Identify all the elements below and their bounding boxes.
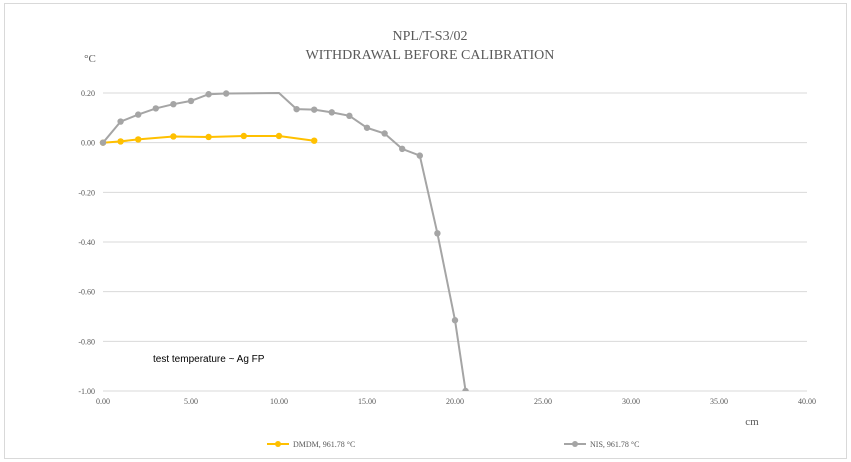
data-point xyxy=(135,111,142,118)
y-tick-label: 0.00 xyxy=(81,139,95,148)
x-tick-label: 30.00 xyxy=(622,397,640,406)
data-point xyxy=(170,133,177,140)
data-point xyxy=(328,109,335,116)
data-point xyxy=(152,105,159,112)
series-nis xyxy=(99,90,469,391)
data-point xyxy=(346,112,353,120)
data-point xyxy=(205,91,212,98)
x-tick-label: 35.00 xyxy=(710,397,728,406)
data-point xyxy=(462,387,469,391)
annotation-label: test temperature ~ Ag FP xyxy=(153,354,265,365)
x-tick-label: 20.00 xyxy=(446,397,464,406)
data-point xyxy=(205,133,212,141)
data-point xyxy=(416,152,423,159)
series-dmdm xyxy=(99,132,318,146)
grid-lines xyxy=(103,92,807,392)
y-tick-label: -1.00 xyxy=(78,387,95,396)
legend-swatch-marker xyxy=(572,441,578,447)
data-point xyxy=(240,132,247,140)
data-point xyxy=(117,138,124,145)
x-axis-label: cm xyxy=(745,416,759,428)
chart-frame xyxy=(4,3,847,459)
legend-item: DMDM, 961.78 °C xyxy=(267,440,355,449)
x-tick-label: 15.00 xyxy=(358,397,376,406)
data-point xyxy=(434,230,441,237)
legend-label: DMDM, 961.78 °C xyxy=(293,440,355,449)
data-point xyxy=(399,145,406,153)
x-tick-label: 10.00 xyxy=(270,397,288,406)
x-tick-label: 0.00 xyxy=(96,397,110,406)
data-point xyxy=(311,137,318,144)
y-tick-label: -0.20 xyxy=(78,188,95,197)
data-point xyxy=(363,124,371,131)
data-point xyxy=(381,130,388,137)
series-layer xyxy=(99,90,469,391)
legend-item: NIS, 961.78 °C xyxy=(564,440,639,449)
x-tick-label: 25.00 xyxy=(534,397,552,406)
data-point xyxy=(135,136,142,143)
chart-subtitle: WITHDRAWAL BEFORE CALIBRATION xyxy=(306,48,555,63)
x-tick-label: 5.00 xyxy=(184,397,198,406)
data-point xyxy=(293,105,300,113)
chart-title: NPL/T-S3/02 xyxy=(393,29,468,44)
tick-labels: 0.200.00-0.20-0.40-0.60-0.80-1.000.00 5.0… xyxy=(78,89,816,406)
legend-swatch-marker xyxy=(275,441,281,447)
y-tick-label: -0.80 xyxy=(78,337,95,346)
legend: DMDM, 961.78 °C NIS, 961.78 °C xyxy=(267,440,639,449)
data-point xyxy=(170,100,177,108)
data-point xyxy=(311,106,318,113)
y-axis-label: °C xyxy=(84,53,96,65)
data-point xyxy=(99,139,107,146)
y-tick-label: -0.40 xyxy=(78,238,95,247)
data-point xyxy=(223,90,230,97)
x-tick-label: 40.00 xyxy=(798,397,816,406)
data-point xyxy=(117,118,124,125)
legend-label: NIS, 961.78 °C xyxy=(590,440,639,449)
data-point xyxy=(451,317,459,324)
data-point xyxy=(187,97,195,105)
data-point xyxy=(275,132,283,140)
y-tick-label: -0.60 xyxy=(78,288,95,297)
y-tick-label: 0.20 xyxy=(81,89,95,98)
